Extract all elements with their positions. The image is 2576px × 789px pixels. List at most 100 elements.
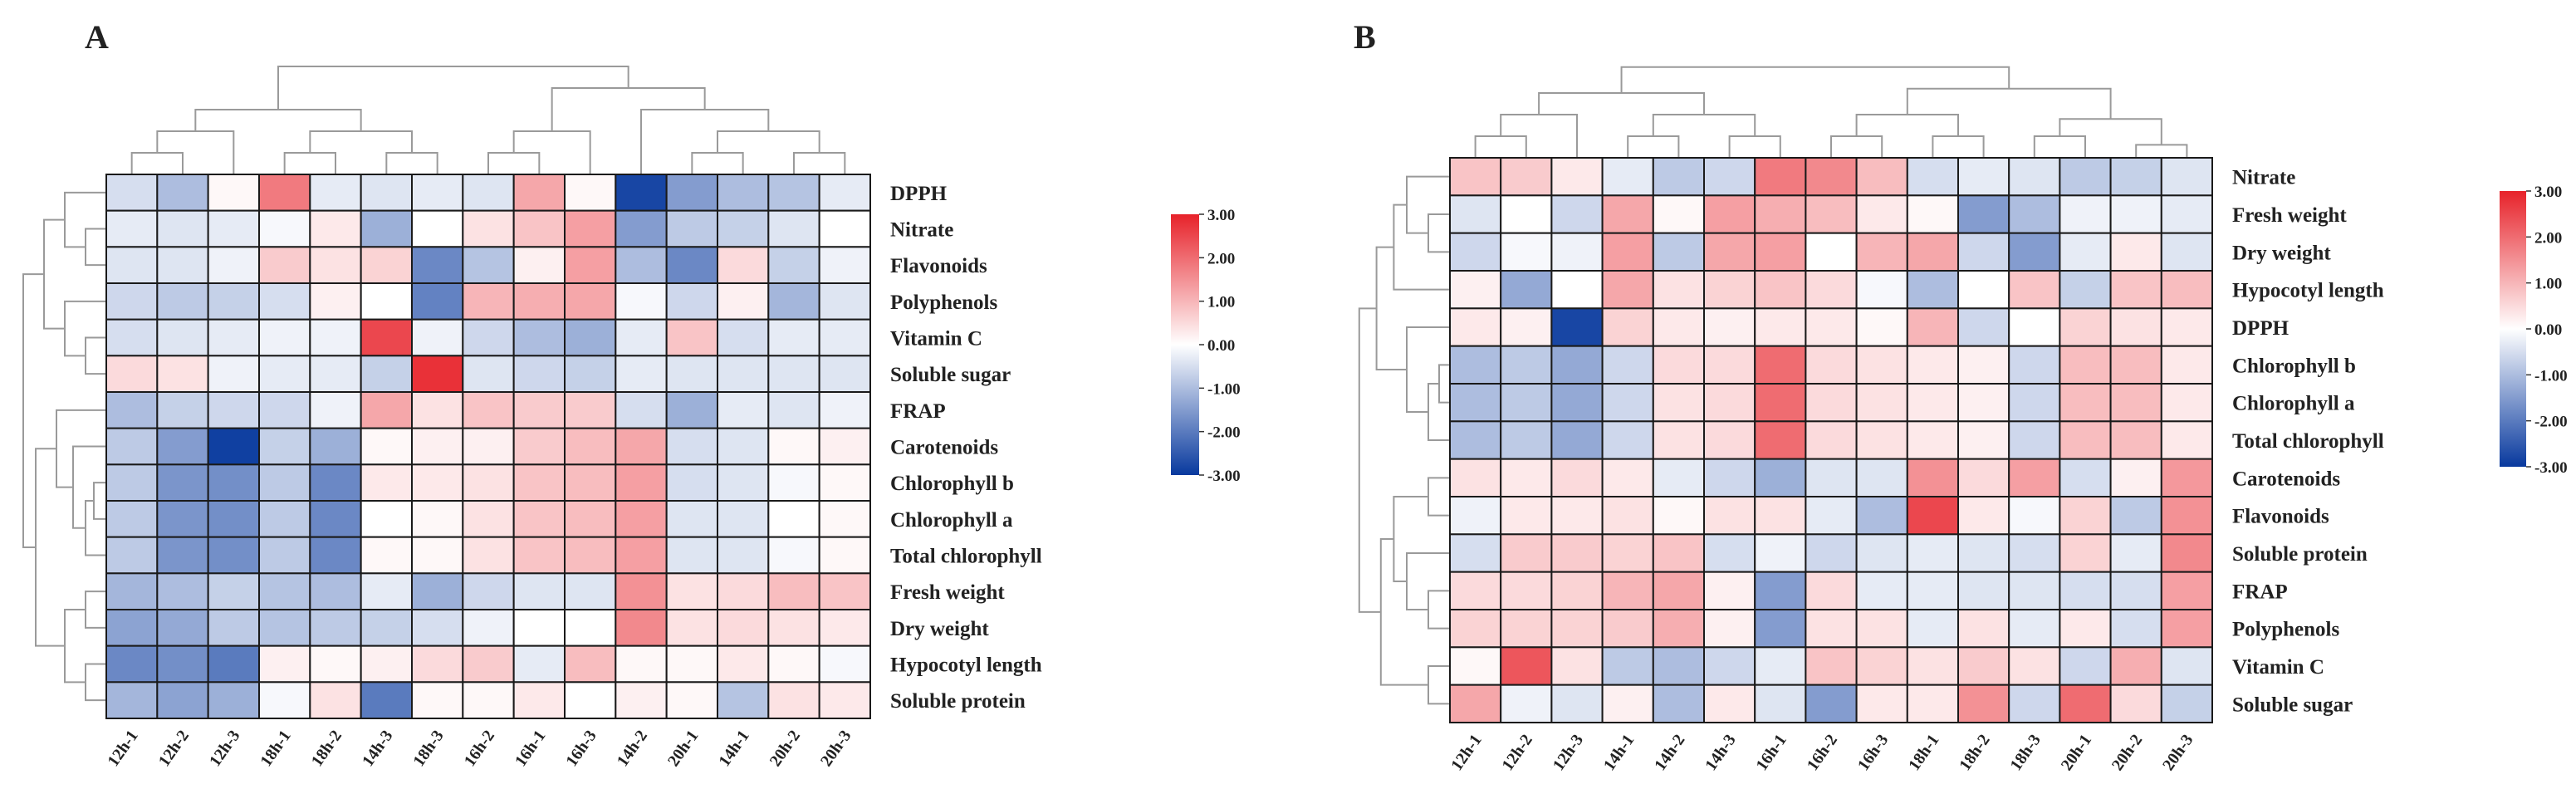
heatmap-cell [360,355,413,394]
heatmap-cell [615,209,668,248]
heatmap-cell [1957,609,2010,649]
heatmap-cell [156,536,209,575]
heatmap-cell [1449,609,1502,649]
heatmap-cell [462,644,515,684]
heatmap-cell [615,318,668,357]
heatmap-cell [1703,420,1756,460]
dendrogram-link [1375,246,1407,370]
heatmap-cell [665,209,719,248]
heatmap-cell [207,318,261,357]
heatmap-cell [1754,609,1807,649]
heatmap-cell [1805,496,1858,536]
heatmap-cell [1449,420,1502,460]
heatmap-cell [512,355,566,394]
heatmap-cell [1906,646,1960,686]
heatmap-cell [512,427,566,466]
heatmap-cell [615,427,668,466]
heatmap-cell [615,246,668,285]
column-label: 16h-1 [512,727,549,770]
heatmap-cell [1550,383,1604,423]
legend-tick-label: -2.00 [2534,414,2568,431]
heatmap-cell [2160,345,2214,385]
heatmap-cell [462,391,515,429]
heatmap-cell [512,282,566,321]
heatmap-cell [2109,383,2162,423]
heatmap-cell [1957,345,2010,385]
heatmap-cell [2109,194,2162,234]
heatmap-cell [2008,458,2061,498]
heatmap-cell [1449,533,1502,573]
heatmap-cell [1449,383,1502,423]
dendrogram-link [1438,364,1450,404]
row-label: Soluble protein [890,690,1026,713]
heatmap-cell [767,609,820,647]
heatmap-cell [207,463,261,502]
heatmap-cell [462,500,515,538]
heatmap-cell [1805,307,1858,347]
heatmap-cell [512,644,566,684]
heatmap-cell [207,355,261,394]
heatmap-cell [1500,270,1553,310]
heatmap-cell [1906,533,1960,573]
heatmap-cell [1652,458,1706,498]
heatmap-cell [1957,420,2010,460]
heatmap-cell [2109,571,2162,611]
heatmap-cell [309,318,362,357]
heatmap-cell [1500,307,1553,347]
row-label: Nitrate [890,219,953,242]
heatmap-cell [156,282,209,321]
dendrogram-link [1393,203,1450,291]
heatmap-cell [1855,420,1908,460]
heatmap-cell [360,174,413,212]
heatmap-cell [2109,307,2162,347]
dendrogram-link [85,591,106,629]
heatmap-cell [818,391,872,429]
heatmap-cell [258,282,311,321]
heatmap-cell [1906,571,1960,611]
heatmap-cell [105,246,159,285]
heatmap-cell [1906,157,1960,197]
heatmap-cell [258,391,311,429]
row-label: Polyphenols [890,292,997,314]
heatmap-cell [207,427,261,466]
heatmap-cell [105,536,159,575]
column-label: 14h-1 [1600,731,1638,774]
heatmap-cell [512,681,566,719]
row-label: Carotenoids [2232,468,2340,490]
heatmap-cell [156,246,209,285]
heatmap-cells-b [1449,157,2214,724]
heatmap-cell [2008,232,2061,272]
heatmap-cell [1601,458,1654,498]
panel-label-b: B [1354,18,1376,56]
heatmap-cell [411,572,464,610]
heatmap-cell [258,209,311,248]
legend-tick-label: 2.00 [1207,250,1235,267]
heatmap-cell [258,644,311,684]
heatmap-cell [1500,194,1553,234]
dendrogram-link [309,130,413,153]
heatmap-cell [767,536,820,575]
heatmap-cell [1449,232,1502,272]
heatmap-cell [1550,646,1604,686]
heatmap-cell [665,572,719,610]
heatmap-cell [1906,194,1960,234]
dendrogram-link [1379,538,1428,686]
dendrogram-link [2135,144,2188,158]
row-label: Soluble protein [2232,543,2368,566]
dendrogram-link [1855,114,1959,136]
dendrogram-link [1428,665,1450,705]
heatmap-cell [665,246,719,285]
heatmap-cell [1703,307,1756,347]
heatmap-cell [717,463,770,502]
heatmap-cell [1550,345,1604,385]
color-legend-b: 3.00 2.00 1.00 0.00 -1.00 -2.00 -3.00 [2500,184,2568,477]
dendrogram-link [1428,477,1450,517]
heatmap-cell [767,572,820,610]
heatmap-cell [2160,646,2214,686]
column-label: 14h-3 [1702,731,1739,774]
heatmap-cell [1500,420,1553,460]
heatmap-cell [665,355,719,394]
heatmap-cell [105,209,159,248]
dendrogram-link [85,336,106,375]
